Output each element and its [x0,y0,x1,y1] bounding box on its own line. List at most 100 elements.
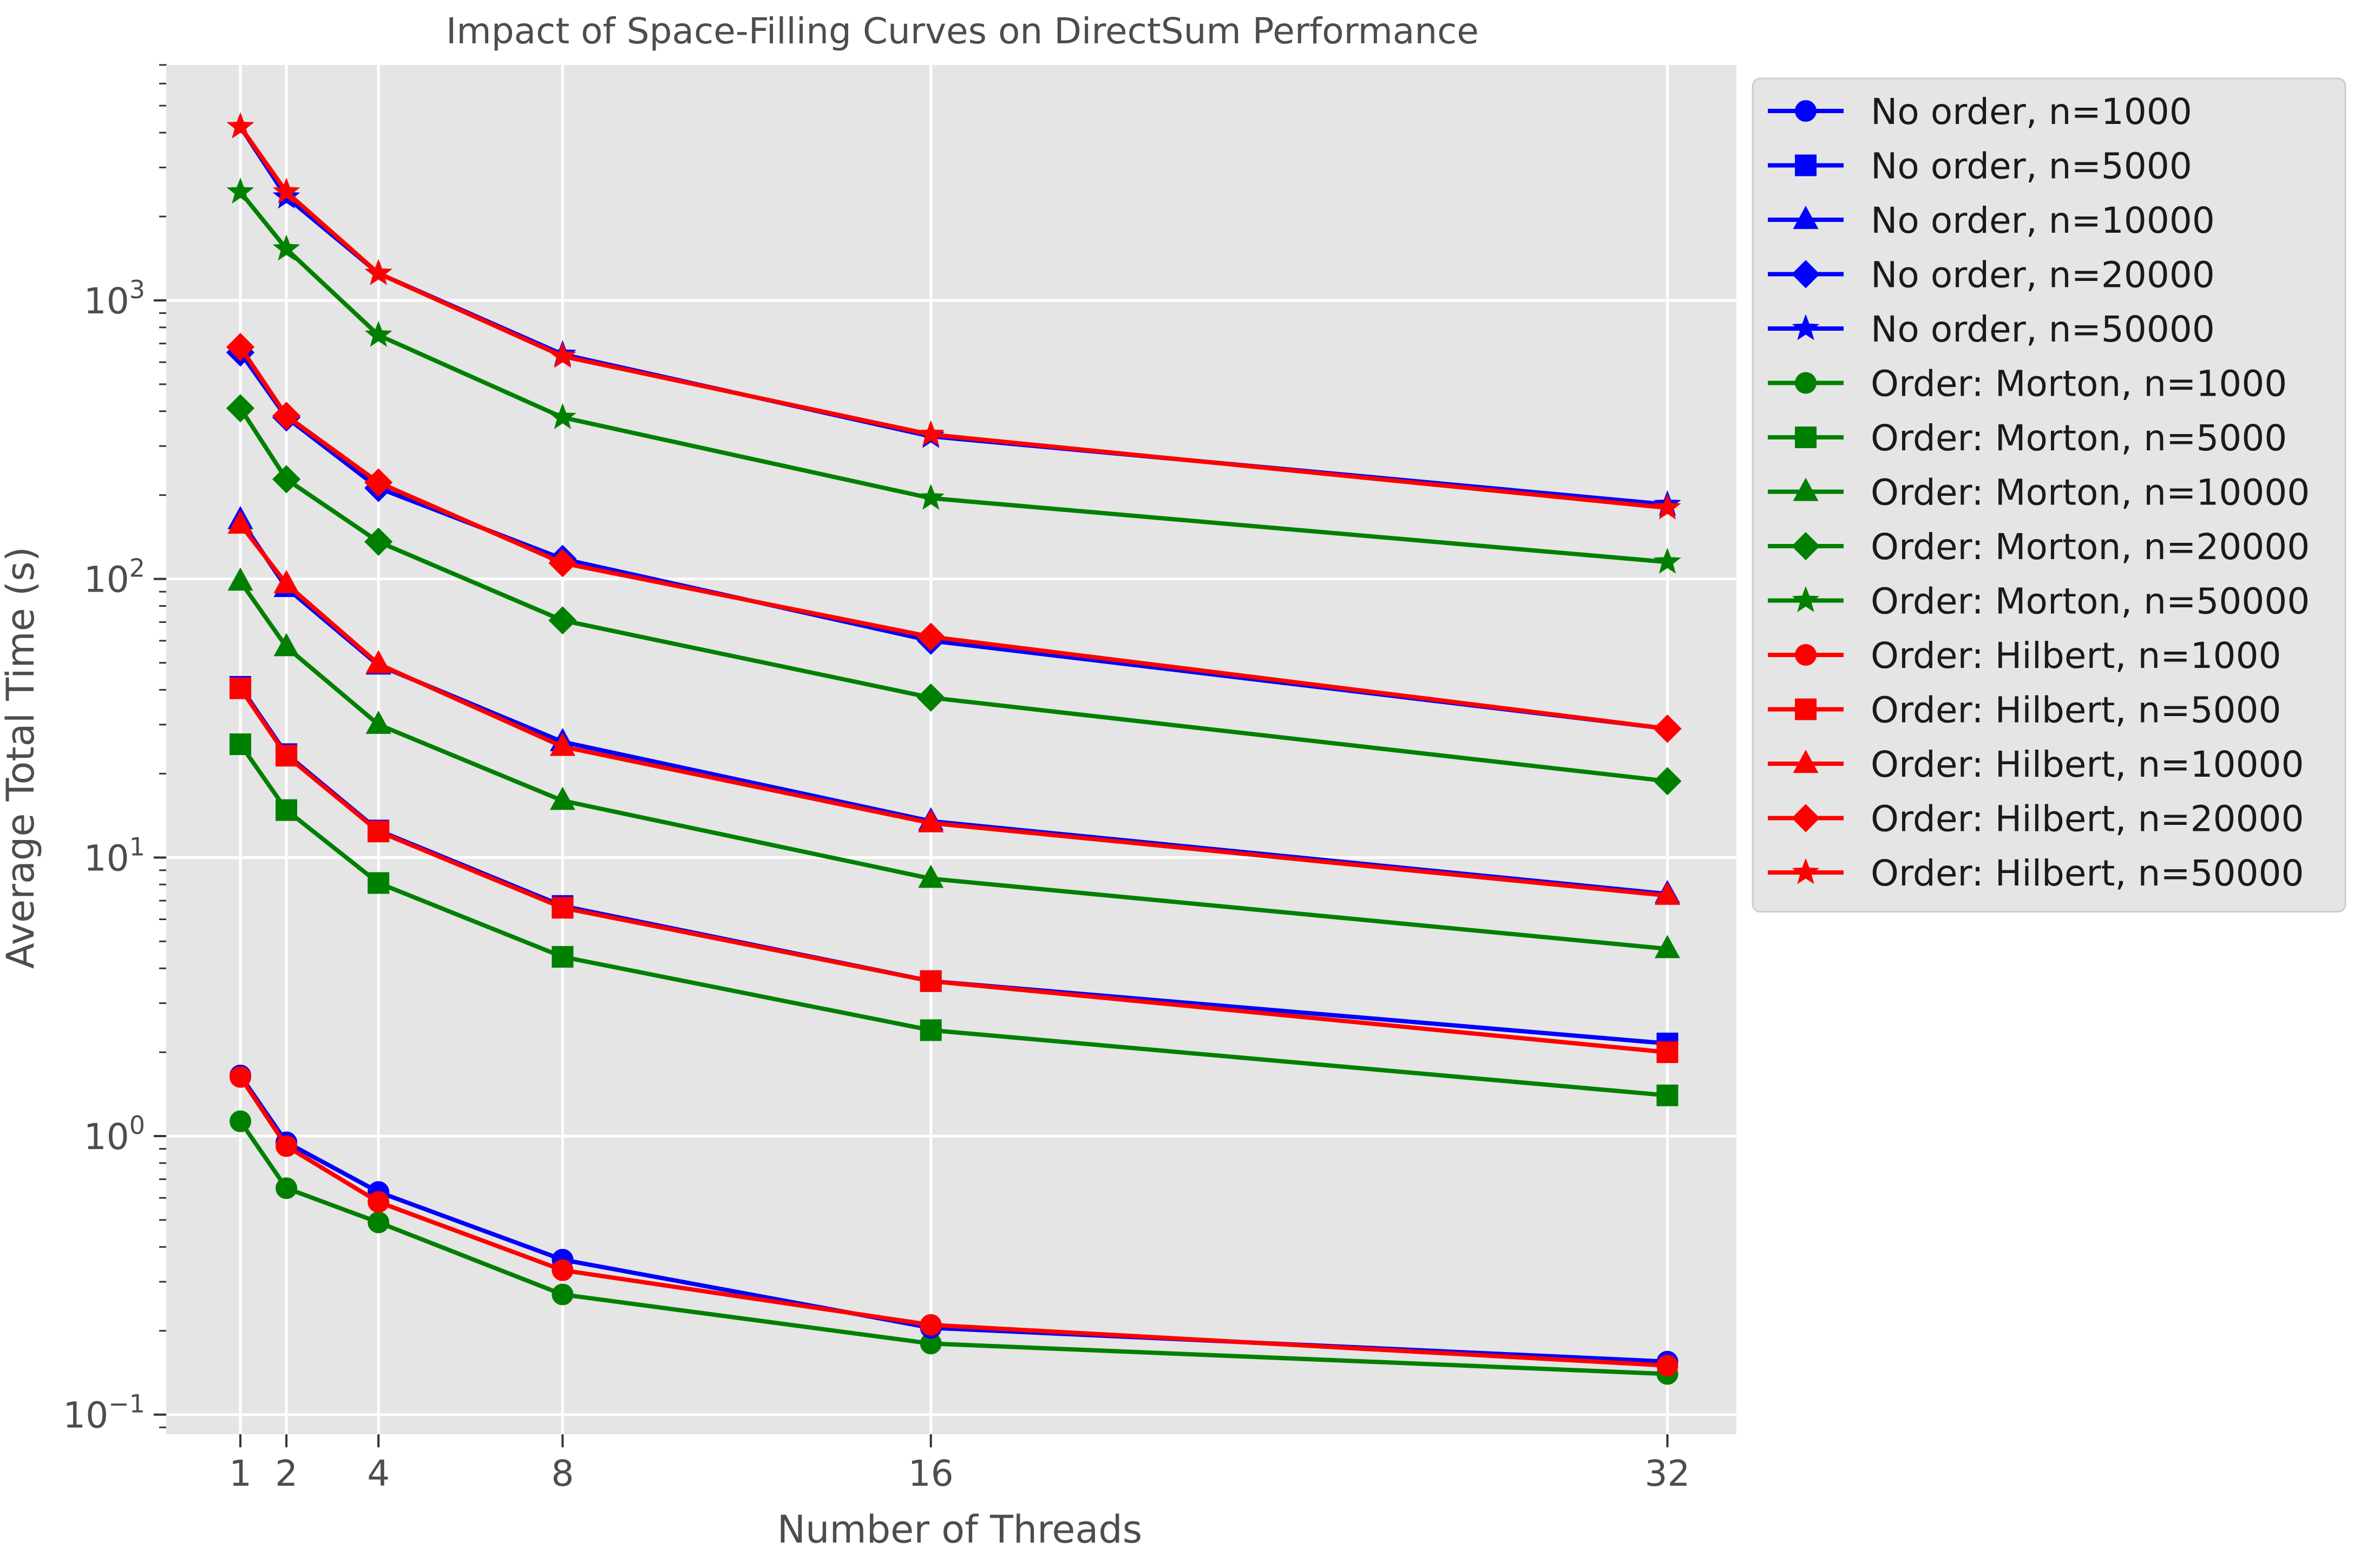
data-point [549,732,575,756]
series-group [226,394,1682,796]
data-point [920,970,942,992]
series-line [238,523,1668,898]
data-point [365,710,391,734]
data-point [1654,935,1680,959]
data-point [549,786,575,810]
series-group [230,677,1679,1064]
data-point [226,394,255,423]
series-line [238,125,1668,510]
data-point [230,733,252,756]
data-point [916,683,945,712]
data-point [276,799,298,821]
data-point [1654,547,1681,574]
data-point [230,1110,252,1132]
legend-marker [1793,750,1819,773]
data-point [552,897,574,919]
x-tick-label: 4 [367,1453,390,1494]
series-line [238,191,1668,565]
y-tick-label: 103 [84,275,145,322]
legend-label: No order, n=20000 [1871,254,2215,296]
series-group [226,333,1682,743]
legend-marker [1795,427,1817,448]
data-point [368,1191,390,1213]
legend-marker [1795,372,1817,394]
data-point [548,549,577,578]
data-point [226,333,255,362]
data-point [227,567,253,591]
legend-label: No order, n=5000 [1871,146,2192,187]
legend-label: Order: Morton, n=50000 [1871,581,2310,622]
y-tick-label: 10−1 [63,1389,145,1436]
legend-label: Order: Hilbert, n=1000 [1871,635,2281,677]
data-point [273,633,299,657]
legend-marker [1791,804,1820,832]
legend-marker [1792,586,1820,613]
series-group [227,567,1680,959]
data-point [272,178,300,204]
legend-marker [1792,858,1820,884]
legend-label: Order: Hilbert, n=50000 [1871,852,2304,894]
data-point [368,872,390,894]
data-point [552,946,574,968]
legend-label: Order: Morton, n=1000 [1871,363,2287,405]
data-point [920,1019,942,1041]
x-tick-label: 2 [275,1453,298,1494]
data-point [276,1135,298,1157]
data-point [916,622,945,651]
y-tick-label: 100 [84,1111,145,1158]
data-point [364,527,393,556]
legend-label: No order, n=50000 [1871,309,2215,350]
legend-label: No order, n=1000 [1871,91,2192,133]
data-point [917,483,945,510]
legend-label: Order: Hilbert, n=20000 [1871,798,2304,840]
legend-marker [1791,260,1820,288]
data-point [364,259,392,285]
legend-label: Order: Morton, n=5000 [1871,417,2287,459]
series-layer [226,112,1682,1385]
x-tick-label: 8 [551,1453,574,1494]
plot-background [167,65,1736,1434]
series-group [226,178,1681,574]
data-point [548,606,577,635]
data-point [226,112,254,139]
x-axis-label: Number of Threads [777,1507,1142,1552]
legend-marker [1795,100,1817,122]
x-tick-label: 1 [229,1453,252,1494]
data-point [549,403,576,429]
legend-label: Order: Hilbert, n=10000 [1871,744,2304,785]
data-point [552,1259,574,1281]
y-tick-label: 102 [84,554,145,601]
data-point [1653,714,1682,743]
series-line [238,1120,1668,1376]
legend-marker [1792,314,1820,340]
legend-label: Order: Hilbert, n=5000 [1871,690,2281,731]
data-point [1656,1084,1679,1106]
data-point [918,809,944,832]
data-point [230,1066,252,1088]
data-point [920,1314,942,1336]
data-point [272,234,300,261]
data-point [273,569,299,593]
data-point [364,468,393,497]
data-point [368,1211,390,1234]
data-point [368,821,390,843]
data-point [917,420,945,447]
data-point [364,320,392,347]
data-point [227,510,253,534]
series-group [227,510,1680,905]
legend: No order, n=1000 No order, n=5000 No order… [1752,77,2346,913]
axes-layer: 1 2 4 8 16 32 10−1 100 101 102 103 [63,64,1690,1494]
series-line [238,580,1668,952]
legend-label: No order, n=10000 [1871,200,2215,241]
data-point [1653,767,1682,796]
data-point [272,465,301,494]
legend-marker [1795,698,1817,720]
data-point [276,745,298,767]
data-point [918,864,944,888]
data-point [552,1283,574,1305]
chart-title: Impact of Space-Filling Curves on Direct… [446,10,1479,52]
series-line [238,743,1668,1098]
data-point [1656,1041,1679,1064]
